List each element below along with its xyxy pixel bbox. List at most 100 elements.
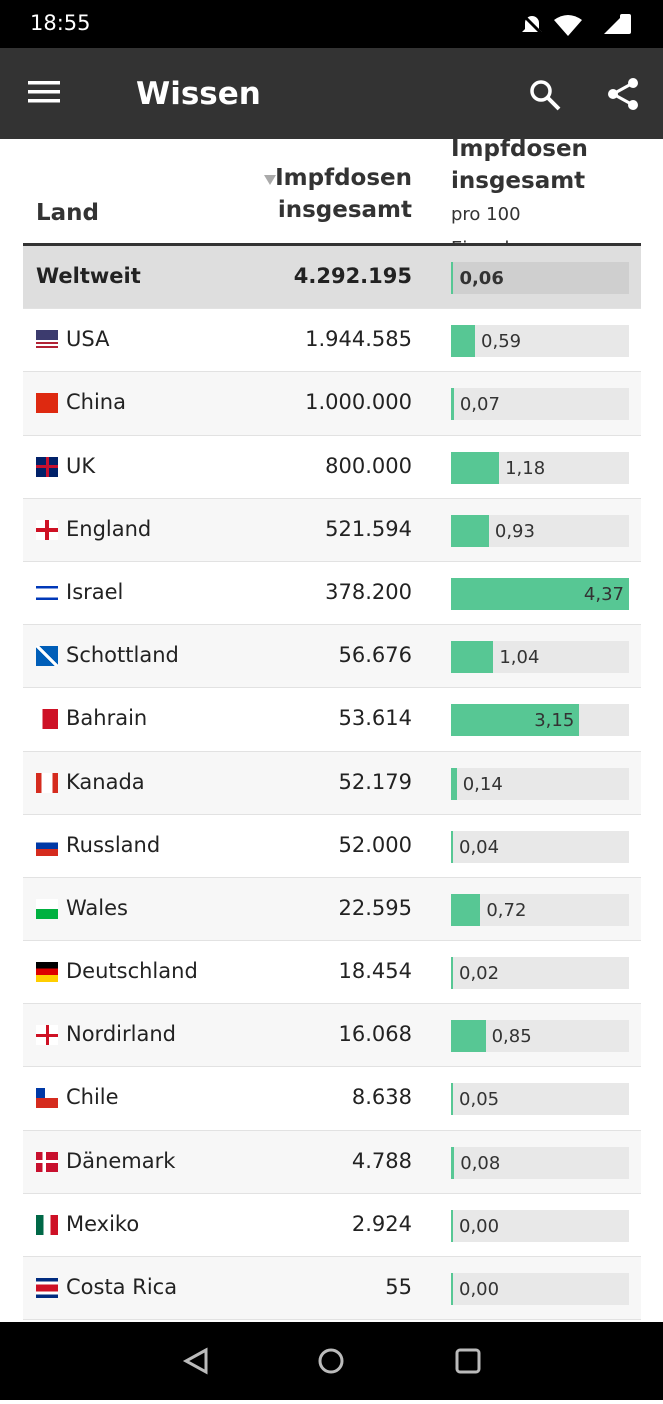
total-doses: 52.000: [338, 832, 412, 857]
flag-icon: [36, 1088, 58, 1109]
bar-track: 0,06: [451, 262, 629, 294]
bar: [451, 641, 494, 674]
table-row: Schottland 56.676 1,04: [23, 625, 641, 689]
bar: [451, 957, 453, 990]
bar: [451, 1083, 454, 1116]
table-row: Costa Rica 55 0,00: [23, 1257, 641, 1321]
country-name: Weltweit: [36, 264, 141, 288]
flag-icon: [36, 772, 58, 793]
per100-label: 0,07: [459, 394, 500, 416]
total-doses: 8.638: [351, 1085, 412, 1110]
total-doses: 18.454: [338, 959, 412, 984]
country-name: Wales: [66, 895, 128, 920]
share-button[interactable]: [606, 76, 642, 112]
bar-track: 0,04: [451, 830, 629, 863]
flag-icon: [36, 519, 58, 540]
table-row: Wales 22.595 0,72: [23, 877, 641, 942]
per100-label: 0,14: [462, 773, 503, 795]
bar-track: 0,14: [451, 767, 629, 800]
table-row: Kanada 52.179 0,14: [23, 751, 641, 815]
per100-label: 0,08: [460, 1152, 501, 1174]
per100-label: 0,04: [459, 836, 500, 858]
table-row: Mexiko 2.924 0,00: [23, 1193, 641, 1257]
bar-track: 0,93: [451, 514, 629, 547]
total-doses: 22.595: [338, 895, 412, 920]
table-header: Land Impfdosen insgesamt Impfdosen insge…: [23, 136, 641, 259]
bar: [451, 577, 629, 610]
app-bar: Wissen: [0, 48, 663, 139]
search-button[interactable]: [528, 78, 562, 112]
bar-track: 0,00: [451, 1209, 629, 1242]
per100-label: 3,15: [534, 710, 575, 732]
navigation-bar: [0, 1322, 663, 1400]
bar-track: 3,15: [451, 704, 629, 737]
home-button[interactable]: [318, 1348, 344, 1374]
country-name: Deutschland: [66, 959, 198, 984]
per100-label: 0,00: [459, 1215, 500, 1237]
per100-label: 1,18: [505, 457, 546, 479]
total-doses: 4.292.195: [293, 264, 412, 288]
total-doses: 56.676: [338, 643, 412, 668]
per100-label: 1,04: [499, 647, 540, 669]
flag-icon: [36, 393, 58, 414]
bar: [451, 388, 454, 421]
total-doses: 55: [385, 1275, 412, 1299]
table-row: USA 1.944.585 0,59: [23, 309, 641, 373]
per100-label: 0,93: [494, 520, 535, 542]
bar: [451, 704, 580, 737]
bar-track: 0,85: [451, 1020, 629, 1053]
back-button[interactable]: [182, 1347, 208, 1375]
country-name: England: [66, 516, 152, 541]
table-row: Israel 378.200 4,37: [23, 561, 641, 626]
table-row: England 521.594 0,93: [23, 498, 641, 562]
table-row: UK 800.000 1,18: [23, 435, 641, 499]
total-doses: 4.788: [351, 1148, 412, 1173]
table-row: Weltweit 4.292.195 0,06: [23, 246, 641, 310]
country-name: China: [66, 390, 126, 415]
country-name: Israel: [66, 579, 124, 604]
country-name: Mexiko: [66, 1211, 140, 1236]
per100-label: 4,37: [583, 583, 624, 605]
bar-track: 0,59: [451, 325, 629, 358]
bar: [451, 262, 454, 294]
country-name: Chile: [66, 1085, 119, 1110]
bar-track: 1,04: [451, 641, 629, 674]
flag-icon: [36, 456, 58, 477]
total-doses: 1.000.000: [305, 390, 412, 415]
flag-icon: [36, 330, 58, 351]
country-name: UK: [66, 453, 96, 478]
flag-icon: [36, 962, 58, 983]
bar-track: 0,08: [451, 1146, 629, 1179]
bar: [451, 830, 453, 863]
bar: [451, 1020, 486, 1053]
per100-label: 0,00: [459, 1279, 500, 1300]
header-per100[interactable]: Impfdosen insgesamt pro 100 Einwohner: [451, 133, 621, 265]
bar: [451, 451, 500, 484]
table-row: Dänemark 4.788 0,08: [23, 1130, 641, 1194]
header-land[interactable]: Land: [36, 200, 100, 226]
country-name: Russland: [66, 832, 161, 857]
menu-button[interactable]: [28, 81, 62, 105]
header-total[interactable]: Impfdosen insgesamt: [275, 165, 412, 223]
country-name: Schottland: [66, 643, 179, 668]
country-name: Dänemark: [66, 1148, 176, 1173]
per100-label: 0,05: [459, 1089, 500, 1111]
total-doses: 2.924: [351, 1211, 412, 1236]
flag-icon: [36, 1151, 58, 1172]
per100-label: 0,85: [491, 1026, 532, 1048]
nav-buttons: [182, 1347, 481, 1375]
table-row: Russland 52.000 0,04: [23, 814, 641, 878]
status-bar: 18:55: [0, 0, 663, 48]
bar-track: 0,05: [451, 1083, 629, 1116]
flag-icon: [36, 1278, 58, 1298]
total-doses: 16.068: [338, 1022, 412, 1047]
flag-icon: [36, 709, 58, 730]
flag-icon: [36, 646, 58, 667]
recents-button[interactable]: [455, 1348, 481, 1374]
bar: [451, 325, 476, 358]
flag-icon: [36, 582, 58, 603]
flag-icon: [36, 898, 58, 919]
country-name: Costa Rica: [66, 1275, 178, 1299]
bar-track: 0,02: [451, 957, 629, 990]
